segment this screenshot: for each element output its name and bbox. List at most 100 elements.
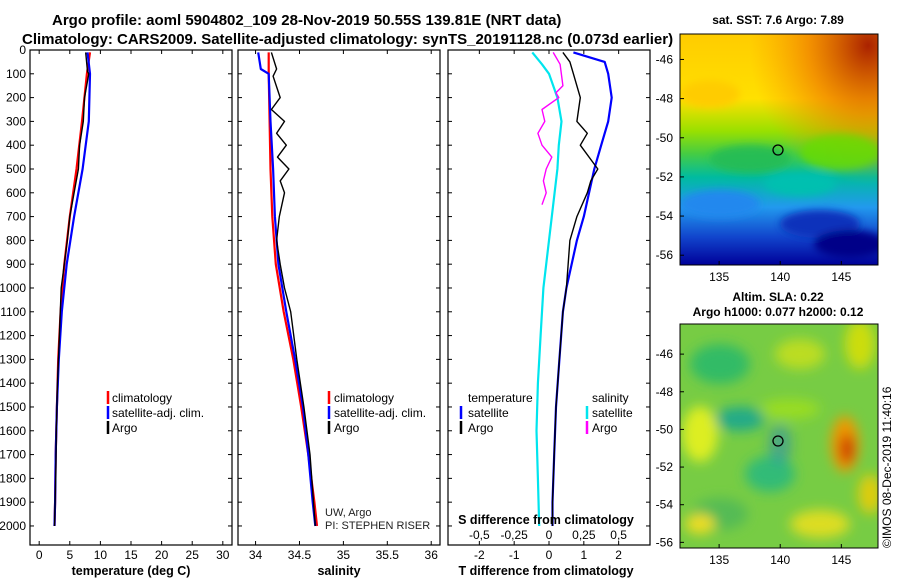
series-line-satellite-adj-clim- bbox=[257, 52, 317, 527]
depth-tick-label: 1600 bbox=[0, 424, 26, 438]
salinity-lines bbox=[257, 52, 319, 527]
x-tick-label: -1 bbox=[509, 548, 520, 562]
depth-tick-label: 0 bbox=[19, 43, 26, 57]
x-tick-label: 25 bbox=[186, 548, 200, 562]
s-difference-axis-label: S difference from climatology bbox=[458, 513, 634, 527]
depth-tick-label: 200 bbox=[6, 91, 26, 105]
difference-x-ticks: -2 -1 0 1 2 bbox=[448, 49, 650, 562]
salinity-legend: climatology satellite-adj. clim. Argo bbox=[327, 391, 426, 435]
salinity-axis-label: salinity bbox=[317, 564, 360, 578]
lat-tick-label: -54 bbox=[656, 498, 674, 512]
lat-tick-label: -56 bbox=[656, 248, 674, 262]
legend-temp-satellite-label: satellite bbox=[468, 406, 509, 420]
pi-annotation-line-1: UW, Argo bbox=[325, 507, 371, 519]
depth-tick-label: 1100 bbox=[0, 305, 26, 319]
lat-tick-label: -48 bbox=[656, 92, 674, 106]
legend-satellite-label: satellite-adj. clim. bbox=[112, 406, 204, 420]
legend-temp-argo-label: Argo bbox=[468, 421, 494, 435]
lat-tick-label: -52 bbox=[656, 460, 674, 474]
sla-map-title-2: Argo h1000: 0.077 h2000: 0.12 bbox=[693, 305, 864, 319]
sla-argo-location-marker bbox=[772, 435, 784, 447]
depth-tick-label: 1300 bbox=[0, 352, 26, 366]
temperature-panel: 0100200300400500600700800900100011001200… bbox=[0, 43, 233, 578]
s-diff-tick-label: 0 bbox=[546, 528, 553, 542]
lon-tick-label: 140 bbox=[770, 553, 790, 567]
depth-tick-label: 1800 bbox=[0, 471, 26, 485]
x-tick-label: 0 bbox=[546, 548, 553, 562]
depth-tick-label: 1400 bbox=[0, 376, 26, 390]
depth-axis-labels: 0 100 200 300 400 500 600 700 800 900 1000 1100 1200… bbox=[0, 43, 26, 533]
depth-tick-label: 1700 bbox=[0, 448, 26, 462]
sst-map-frame bbox=[679, 33, 879, 266]
difference-panel: -2 -1 0 1 2 -0,5 -0,25 0 0,25 0,5 T difference f… bbox=[447, 49, 651, 578]
s-diff-tick-label: 0,5 bbox=[610, 528, 627, 542]
sla-map-frame bbox=[679, 323, 879, 549]
lat-tick-label: -48 bbox=[656, 385, 674, 399]
sla-map-title-1: Altim. SLA: 0.22 bbox=[732, 290, 824, 304]
x-tick-label: 0 bbox=[36, 548, 43, 562]
depth-tick-label: 1900 bbox=[0, 495, 26, 509]
lat-tick-label: -50 bbox=[656, 131, 674, 145]
depth-tick-label: 900 bbox=[6, 257, 26, 271]
lon-tick-label: 135 bbox=[709, 553, 729, 567]
series-line-argo bbox=[53, 52, 90, 527]
x-tick-label: -2 bbox=[474, 548, 485, 562]
series-line-salinity-argo bbox=[537, 52, 564, 205]
t-difference-axis-label: T difference from climatology bbox=[458, 564, 633, 578]
sla-map: Altim. SLA: 0.22 Argo h1000: 0.077 h2000… bbox=[656, 290, 879, 567]
lat-tick-label: -54 bbox=[656, 209, 674, 223]
lat-tick-label: -46 bbox=[656, 52, 674, 66]
depth-tick-label: 100 bbox=[6, 67, 26, 81]
difference-lines bbox=[531, 51, 613, 527]
lon-tick-label: 145 bbox=[831, 270, 851, 284]
series-line-argo bbox=[270, 52, 316, 527]
sla-map-image bbox=[680, 324, 878, 548]
x-tick-label: 34.5 bbox=[288, 548, 312, 562]
lon-tick-label: 135 bbox=[709, 270, 729, 284]
series-line-salinity-satellite bbox=[531, 51, 563, 527]
sst-map: sat. SST: 7.6 Argo: 7.89 -46 -48 -50 -52 -54… bbox=[656, 13, 879, 284]
sst-map-title: sat. SST: 7.6 Argo: 7.89 bbox=[712, 13, 844, 27]
sst-map-ticks: -46 -48 -50 -52 -54 -56 135 140 145 bbox=[656, 52, 852, 284]
x-tick-label: 36 bbox=[425, 548, 439, 562]
sst-map-image bbox=[680, 34, 878, 265]
lat-tick-label: -46 bbox=[656, 347, 674, 361]
depth-tick-label: 400 bbox=[6, 138, 26, 152]
depth-tick-label: 1000 bbox=[0, 281, 26, 295]
depth-tick-label: 700 bbox=[6, 210, 26, 224]
s-diff-tick-label: -0,25 bbox=[500, 528, 528, 542]
x-tick-label: 5 bbox=[66, 548, 73, 562]
legend-argo-label: Argo bbox=[112, 421, 138, 435]
sla-map-ticks: -46 -48 -50 -52 -54 -56 135 140 145 bbox=[656, 347, 852, 567]
x-tick-label: 10 bbox=[94, 548, 108, 562]
depth-tick-label: 500 bbox=[6, 162, 26, 176]
series-line-temperature-argo bbox=[551, 51, 599, 526]
salinity-plot-frame bbox=[237, 49, 441, 546]
temperature-x-ticks: 0 5 10 15 20 25 30 bbox=[30, 49, 232, 562]
lon-tick-label: 140 bbox=[770, 270, 790, 284]
title-line-1: Argo profile: aoml 5904802_109 28-Nov-20… bbox=[52, 12, 561, 29]
x-tick-label: 30 bbox=[216, 548, 230, 562]
temperature-axis-label: temperature (deg C) bbox=[72, 564, 191, 578]
x-tick-label: 1 bbox=[580, 548, 587, 562]
legend-temperature-title: temperature bbox=[468, 391, 533, 405]
x-tick-label: 15 bbox=[124, 548, 138, 562]
depth-tick-label: 800 bbox=[6, 233, 26, 247]
depth-tick-label: 2000 bbox=[0, 519, 26, 533]
legend-sal-satellite-label: satellite bbox=[592, 406, 633, 420]
legend-climatology-label: climatology bbox=[334, 391, 394, 405]
lat-tick-label: -56 bbox=[656, 535, 674, 549]
temperature-lines bbox=[53, 52, 92, 527]
title-line-2: Climatology: CARS2009. Satellite-adjuste… bbox=[22, 31, 673, 48]
x-tick-label: 34 bbox=[249, 548, 263, 562]
difference-top-ticks: -0,5 -0,25 0 0,25 0,5 bbox=[469, 528, 627, 542]
legend-satellite-label: satellite-adj. clim. bbox=[334, 406, 426, 420]
s-diff-tick-label: -0,5 bbox=[469, 528, 490, 542]
salinity-panel: 34 34.5 35 35.5 36 salinity climatology sate… bbox=[237, 49, 441, 578]
temperature-legend: climatology satellite-adj. clim. Argo bbox=[106, 391, 204, 435]
legend-salinity-title: salinity bbox=[592, 391, 629, 405]
depth-tick-label: 300 bbox=[6, 114, 26, 128]
x-tick-label: 35 bbox=[337, 548, 351, 562]
